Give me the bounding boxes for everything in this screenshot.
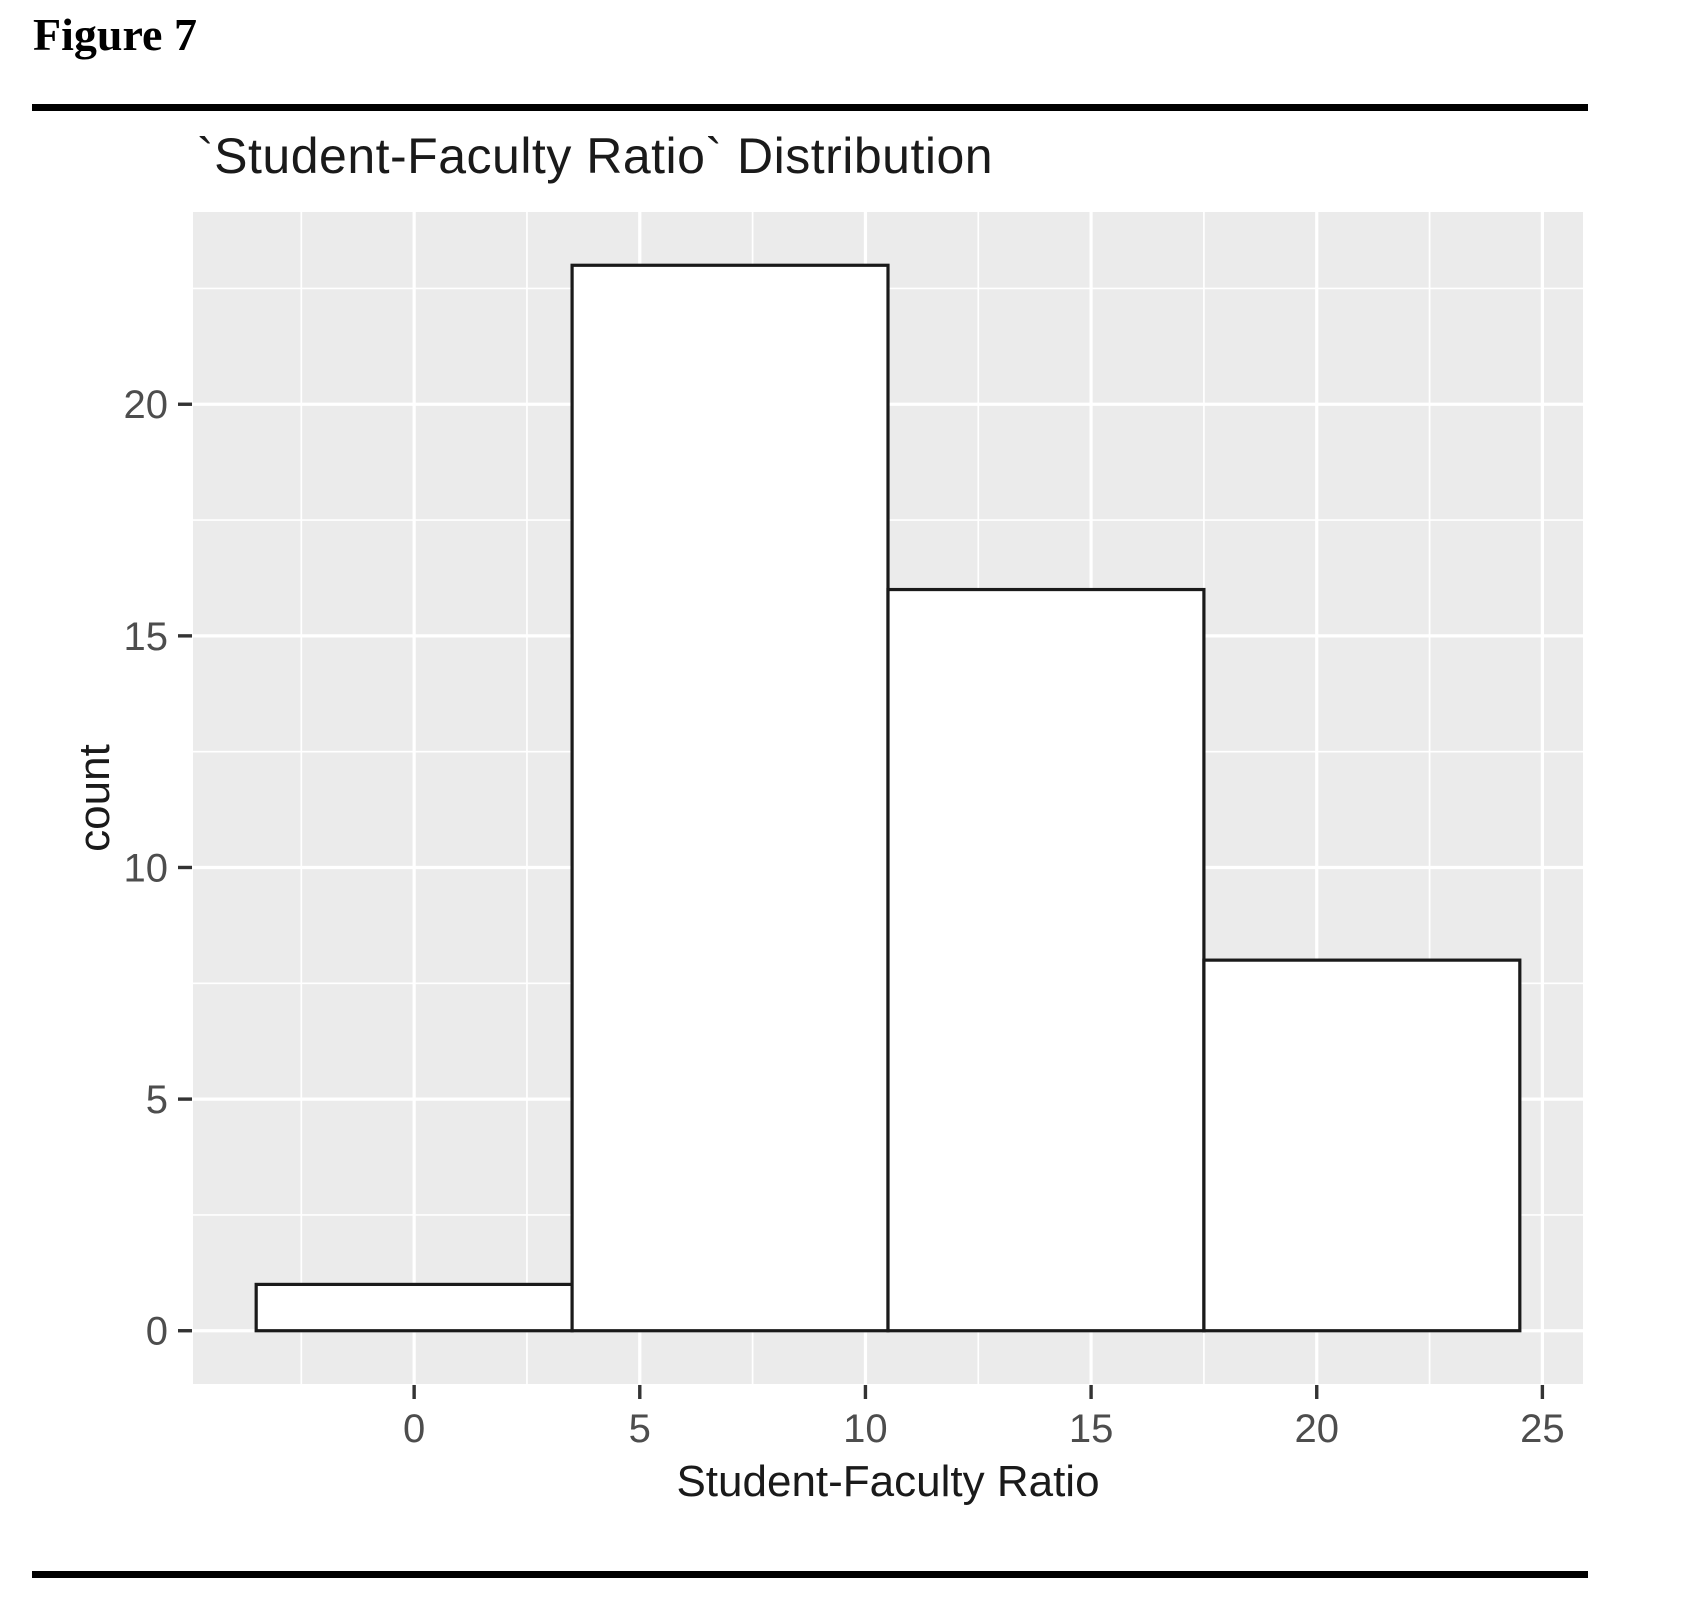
figure-caption: Figure 7 <box>33 9 197 60</box>
histogram-bar <box>1202 958 1522 1333</box>
x-tick-label: 20 <box>1294 1407 1339 1451</box>
x-tick-label: 0 <box>403 1407 425 1451</box>
x-tick-label: 5 <box>629 1407 651 1451</box>
y-tick-label: 0 <box>146 1310 168 1354</box>
y-tick-label: 10 <box>124 846 169 890</box>
y-tick-label: 5 <box>146 1078 168 1122</box>
x-tick-label: 25 <box>1520 1407 1565 1451</box>
top-divider-rule <box>32 104 1588 111</box>
x-axis-title: Student-Faculty Ratio <box>676 1457 1100 1506</box>
x-tick-label: 15 <box>1069 1407 1114 1451</box>
histogram-bar <box>570 263 890 1333</box>
y-tick-label: 15 <box>124 615 169 659</box>
histogram-bar <box>254 1282 574 1333</box>
histogram-bar <box>886 587 1206 1333</box>
y-tick-label: 20 <box>124 383 169 427</box>
x-tick-label: 10 <box>843 1407 888 1451</box>
y-axis-title: count <box>70 744 119 852</box>
bottom-divider-rule <box>32 1571 1588 1578</box>
chart-title: `Student-Faculty Ratio` Distribution <box>197 128 994 184</box>
